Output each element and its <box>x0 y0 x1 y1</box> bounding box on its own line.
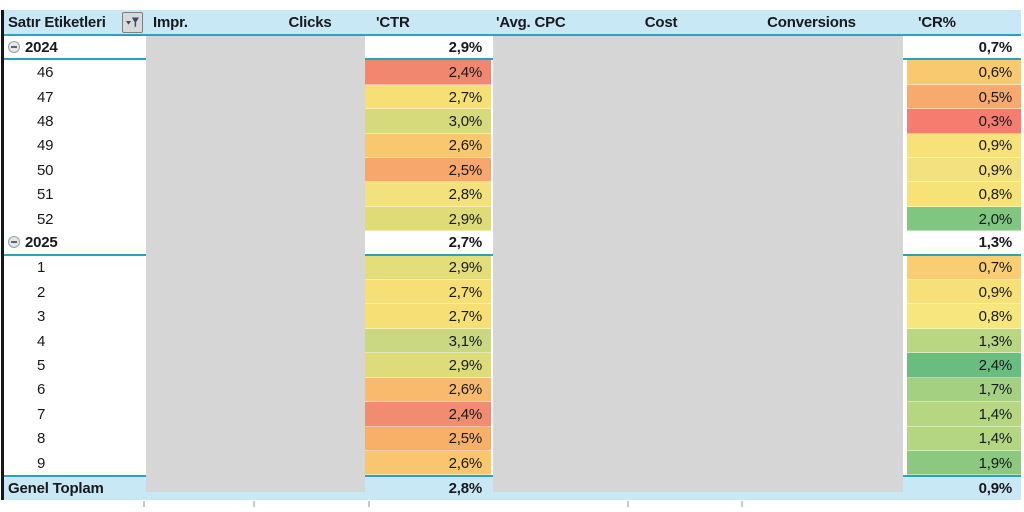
cr-cell[interactable]: 0,6% <box>907 60 1021 85</box>
row-label-cell[interactable]: 51 <box>4 182 145 207</box>
ctr-cell[interactable]: 2,6% <box>365 377 491 403</box>
cr-cell[interactable]: 0,7% <box>907 36 1021 59</box>
ctr-cell[interactable]: 2,9% <box>365 353 491 378</box>
row-label-cell[interactable]: Genel Toplam <box>4 477 145 500</box>
ctr-cell[interactable]: 2,7% <box>365 280 491 305</box>
cr-cell[interactable]: 0,9% <box>907 477 1021 500</box>
collapse-icon[interactable] <box>8 236 20 249</box>
ctr-cell[interactable]: 2,4% <box>365 60 491 85</box>
row-label: 4 <box>37 332 46 350</box>
header-impr[interactable]: Impr. <box>153 13 188 31</box>
row-label-cell[interactable]: 2024 <box>4 36 145 59</box>
cr-cell[interactable]: 1,9% <box>907 450 1021 476</box>
row-label: 50 <box>37 161 54 179</box>
cr-cell[interactable]: 1,4% <box>907 426 1021 451</box>
ctr-cell[interactable]: 2,8% <box>365 477 491 500</box>
cr-cell[interactable]: 1,4% <box>907 402 1021 427</box>
pivot-header-row: Satır Etiketleri Impr. Clicks 'CTR 'Avg.… <box>4 10 1021 36</box>
row-label-cell[interactable]: 9 <box>4 450 145 476</box>
ctr-cell[interactable]: 2,8% <box>365 182 491 207</box>
row-label: 1 <box>37 259 46 277</box>
gridline-stub <box>253 501 255 507</box>
header-row-labels-text: Satır Etiketleri <box>8 13 106 31</box>
row-label: 2 <box>37 283 46 301</box>
row-label-cell[interactable]: 46 <box>4 60 145 85</box>
ctr-cell[interactable]: 3,1% <box>365 328 491 354</box>
ctr-cell[interactable]: 2,5% <box>365 158 491 183</box>
table-left-border <box>1 10 4 500</box>
ctr-cell[interactable]: 2,6% <box>365 450 491 476</box>
gridline-stub <box>741 501 743 507</box>
row-label: 46 <box>37 64 54 82</box>
row-label-cell[interactable]: 50 <box>4 158 145 183</box>
cr-cell[interactable]: 2,0% <box>907 206 1021 232</box>
ctr-cell[interactable]: 2,9% <box>365 206 491 232</box>
row-label-cell[interactable]: 2025 <box>4 231 145 254</box>
row-label: 51 <box>37 186 54 204</box>
cr-cell[interactable]: 1,7% <box>907 377 1021 403</box>
cr-cell[interactable]: 2,4% <box>907 353 1021 378</box>
ctr-cell[interactable]: 2,7% <box>365 231 491 254</box>
cr-cell[interactable]: 0,9% <box>907 133 1021 159</box>
cr-cell[interactable]: 0,8% <box>907 304 1021 329</box>
row-label-cell[interactable]: 8 <box>4 426 145 451</box>
header-avg-cpc[interactable]: 'Avg. CPC <box>496 13 566 31</box>
cr-cell[interactable]: 0,9% <box>907 280 1021 305</box>
header-clicks[interactable]: Clicks <box>288 13 332 31</box>
cr-cell[interactable]: 0,5% <box>907 84 1021 110</box>
header-ctr[interactable]: 'CTR <box>376 13 410 31</box>
gridline-stub <box>143 501 145 507</box>
header-conversions[interactable]: Conversions <box>767 13 856 31</box>
row-label: 2025 <box>25 233 58 251</box>
row-label-cell[interactable]: 7 <box>4 402 145 427</box>
header-cost[interactable]: Cost <box>644 13 678 31</box>
row-label-cell[interactable]: 2 <box>4 280 145 305</box>
ctr-cell[interactable]: 2,7% <box>365 304 491 329</box>
row-label: 49 <box>37 137 54 155</box>
row-label: 48 <box>37 112 54 130</box>
cr-cell[interactable]: 0,8% <box>907 182 1021 207</box>
filter-button[interactable] <box>122 12 143 33</box>
gridline-stub <box>368 501 370 507</box>
ctr-cell[interactable]: 2,4% <box>365 402 491 427</box>
row-label-cell[interactable]: 47 <box>4 84 145 110</box>
cr-cell[interactable]: 0,3% <box>907 109 1021 134</box>
ctr-cell[interactable]: 2,9% <box>365 255 491 281</box>
ctr-cell[interactable]: 2,7% <box>365 84 491 110</box>
cr-cell[interactable]: 1,3% <box>907 328 1021 354</box>
header-row-labels[interactable]: Satır Etiketleri <box>4 10 145 34</box>
row-label-cell[interactable]: 49 <box>4 133 145 159</box>
row-label: 6 <box>37 381 46 399</box>
row-label-cell[interactable]: 52 <box>4 206 145 232</box>
cr-cell[interactable]: 0,7% <box>907 255 1021 281</box>
row-label: 9 <box>37 454 46 472</box>
row-label: 52 <box>37 210 54 228</box>
redaction-box-cpc-cost-conversions <box>493 36 903 492</box>
ctr-cell[interactable]: 3,0% <box>365 109 491 134</box>
row-label: 2024 <box>25 38 58 56</box>
cr-cell[interactable]: 1,3% <box>907 231 1021 254</box>
row-label: 5 <box>37 356 46 374</box>
row-label: 7 <box>37 405 46 423</box>
row-label-cell[interactable]: 4 <box>4 328 145 354</box>
row-label-cell[interactable]: 48 <box>4 109 145 134</box>
row-label-cell[interactable]: 1 <box>4 255 145 281</box>
row-label: 8 <box>37 430 46 448</box>
row-label: 47 <box>37 88 54 106</box>
filter-icon <box>126 17 139 28</box>
ctr-cell[interactable]: 2,5% <box>365 426 491 451</box>
header-cr[interactable]: 'CR% <box>918 13 956 31</box>
row-label: Genel Toplam <box>8 480 104 498</box>
cr-cell[interactable]: 0,9% <box>907 158 1021 183</box>
row-label-cell[interactable]: 5 <box>4 353 145 378</box>
redaction-box-impressions-clicks <box>146 36 365 492</box>
row-label-cell[interactable]: 6 <box>4 377 145 403</box>
gridline-stub <box>627 501 629 507</box>
row-label: 3 <box>37 308 46 326</box>
row-label-cell[interactable]: 3 <box>4 304 145 329</box>
ctr-cell[interactable]: 2,6% <box>365 133 491 159</box>
collapse-icon[interactable] <box>8 41 20 54</box>
ctr-cell[interactable]: 2,9% <box>365 36 491 59</box>
